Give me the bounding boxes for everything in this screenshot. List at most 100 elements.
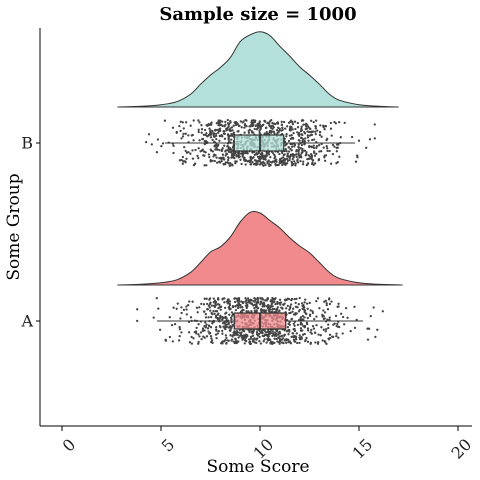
data-point (328, 338, 330, 340)
data-point (224, 312, 226, 314)
data-point (261, 156, 263, 158)
data-point (256, 331, 258, 333)
data-point (227, 122, 229, 124)
data-point (285, 148, 287, 150)
data-point (227, 302, 229, 304)
data-point (237, 305, 239, 307)
data-point (298, 342, 300, 344)
data-point (215, 135, 217, 137)
data-point (227, 323, 229, 325)
data-point (308, 131, 310, 133)
data-point (207, 316, 209, 318)
data-point (260, 302, 262, 304)
data-point (251, 131, 253, 133)
data-point (291, 146, 293, 148)
data-point (313, 121, 315, 123)
data-point (336, 147, 338, 149)
data-point (210, 121, 212, 123)
data-point (234, 305, 236, 307)
data-point (299, 160, 301, 162)
data-point (190, 336, 192, 338)
data-point (179, 159, 181, 161)
data-point (179, 328, 181, 330)
data-point (280, 157, 282, 159)
data-point (300, 327, 302, 329)
data-point (185, 158, 187, 160)
data-point (197, 311, 199, 313)
data-point (306, 163, 308, 165)
data-point (286, 125, 288, 127)
data-point (278, 335, 280, 337)
box-b (234, 135, 284, 151)
data-point (148, 133, 150, 135)
data-point (296, 160, 298, 162)
data-point (304, 150, 306, 152)
data-point (237, 334, 239, 336)
data-point (314, 155, 316, 157)
data-point (225, 342, 227, 344)
data-point (224, 121, 226, 123)
data-point (219, 135, 221, 137)
data-point (286, 158, 288, 160)
data-point (281, 335, 283, 337)
data-point (251, 157, 253, 159)
data-point (322, 309, 324, 311)
data-point (225, 149, 227, 151)
x-tick-label: 15 (348, 435, 376, 463)
data-point (250, 336, 252, 338)
data-point (374, 137, 376, 139)
data-point (284, 144, 286, 146)
data-point (301, 129, 303, 131)
data-point (307, 140, 309, 142)
data-point (325, 154, 327, 156)
data-point (319, 131, 321, 133)
data-point (309, 302, 311, 304)
data-point (350, 330, 352, 332)
y-axis-title: Some Group (4, 173, 24, 280)
data-point (346, 317, 348, 319)
data-point (309, 134, 311, 136)
density-b (117, 32, 398, 107)
data-point (228, 340, 230, 342)
data-point (279, 128, 281, 130)
data-point (309, 315, 311, 317)
data-point (291, 149, 293, 151)
data-point (198, 121, 200, 123)
data-point (271, 335, 273, 337)
data-point (298, 139, 300, 141)
data-point (231, 338, 233, 340)
data-point (315, 153, 317, 155)
data-point (172, 340, 174, 342)
data-point (204, 140, 206, 142)
data-point (252, 338, 254, 340)
data-point (263, 309, 265, 311)
data-point (202, 154, 204, 156)
data-point (236, 300, 238, 302)
data-point (336, 325, 338, 327)
data-point (302, 325, 304, 327)
data-point (257, 156, 259, 158)
data-point (323, 146, 325, 148)
data-point (198, 131, 200, 133)
data-point (208, 324, 210, 326)
data-point (183, 146, 185, 148)
data-point (232, 305, 234, 307)
data-point (191, 301, 193, 303)
data-point (244, 342, 246, 344)
data-point (242, 302, 244, 304)
data-point (194, 163, 196, 165)
data-point (292, 123, 294, 125)
data-point (240, 333, 242, 335)
data-point (313, 327, 315, 329)
data-point (223, 163, 225, 165)
data-point (283, 159, 285, 161)
data-point (249, 156, 251, 158)
data-point (218, 304, 220, 306)
data-point (227, 156, 229, 158)
data-point (136, 320, 138, 322)
data-point (217, 307, 219, 309)
data-point (313, 147, 315, 149)
data-point (313, 164, 315, 166)
data-point (164, 339, 166, 341)
data-point (224, 307, 226, 309)
